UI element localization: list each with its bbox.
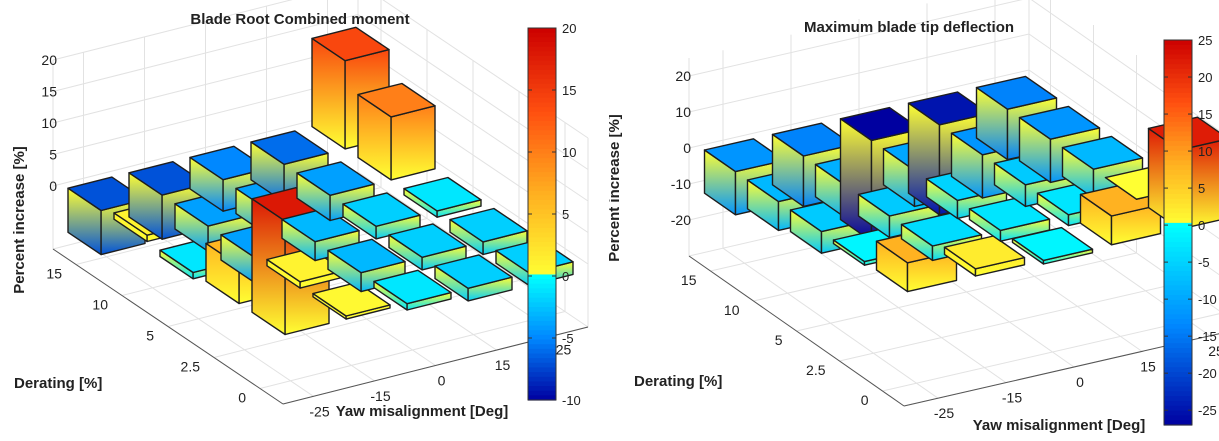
colorbar-tick-label: 5	[562, 207, 569, 222]
colorbar-tick-label: 0	[1198, 218, 1205, 233]
derating-axis-line	[52, 248, 284, 405]
z-tick-label: 20	[41, 52, 57, 68]
yaw-tick-label: 15	[1140, 358, 1156, 374]
colorbar-tick-label: -10	[1198, 292, 1217, 307]
bar-0-0	[373, 269, 452, 311]
derating-axis-line	[688, 255, 905, 407]
z-tick-label: -20	[671, 212, 691, 228]
yaw-tick-label: -25	[934, 405, 954, 421]
colorbar-tick-label: -10	[562, 393, 581, 408]
yaw-axis-label: Yaw misalignment [Deg]	[973, 417, 1146, 434]
colorbar-tick-label: 0	[562, 269, 569, 284]
bar-2.5-15	[388, 223, 467, 271]
colorbar-tick-label: 15	[1198, 107, 1212, 122]
yaw-tick-label: 25	[556, 342, 572, 358]
derating-tick-label: 10	[724, 302, 740, 318]
colorbar-tick-label: -5	[562, 331, 574, 346]
z-tick-label: -10	[671, 176, 691, 192]
chart-blade-tip-deflection: -25 -15 0 15 25 0 2.5 5 10 15 -20 -10 0 10 20 Maximum b…	[609, 0, 1219, 434]
z-tick-label: 20	[675, 68, 691, 84]
yaw-tick-label: -25	[309, 403, 329, 419]
z-tick-label: 0	[49, 178, 57, 194]
derating-tick-label: 15	[681, 272, 697, 288]
bar-5-25	[403, 176, 482, 218]
chart-title: Maximum blade tip deflection	[804, 19, 1014, 36]
yaw-axis-label: Yaw misalignment [Deg]	[336, 403, 509, 420]
derating-tick-label: 0	[861, 392, 869, 408]
chart-title: Blade Root Combined moment	[190, 11, 409, 28]
colorbar-tick-label: 25	[1198, 33, 1212, 48]
derating-tick-label: 2.5	[806, 362, 826, 378]
colorbar-tick-label: 5	[1198, 181, 1205, 196]
z-tick-label: 5	[49, 147, 57, 163]
yaw-tick-label: 0	[438, 373, 446, 389]
yaw-tick-label: -15	[370, 388, 390, 404]
derating-axis-label: Derating [%]	[14, 375, 102, 392]
derating-tick-label: 2.5	[181, 359, 201, 375]
bar-0-0	[1011, 226, 1094, 265]
z-tick-label: 0	[683, 140, 691, 156]
derating-tick-label: 15	[46, 266, 62, 282]
z-axis-label: Percent increase [%]	[609, 114, 623, 262]
colorbar-tick-label: -5	[1198, 255, 1210, 270]
derating-tick-label: 5	[775, 332, 783, 348]
bar-5-15	[342, 192, 421, 240]
colorbar-tick-label: 10	[562, 145, 576, 160]
colorbar: 20 15 10 5 0 -5 -10	[527, 21, 581, 408]
colorbar-tick-label: 20	[1198, 70, 1212, 85]
chart-blade-root-moment: -25 -15 0 15 25 0 2.5 5 10 15 0 5 10 15 20 Blade Root C…	[11, 0, 589, 420]
derating-tick-label: 5	[146, 328, 154, 344]
z-tick-label: 10	[675, 104, 691, 120]
colorbar-tick-label: 10	[1198, 144, 1212, 159]
bar-10-15	[296, 161, 375, 222]
colorbar-tick-label: 20	[562, 21, 576, 36]
bar-10-25	[357, 82, 436, 181]
colorbar: 25 20 15 10 5 0 -5 -10 -15 -20 -25	[1163, 33, 1217, 426]
colorbar-tick-label: -20	[1198, 366, 1217, 381]
colorbar-tick-label: -25	[1198, 403, 1217, 418]
colorbar-tick-label: -15	[1198, 329, 1217, 344]
yaw-tick-label: 25	[1208, 343, 1219, 359]
bar-0--15	[943, 235, 1026, 277]
bar-5-0	[281, 207, 360, 262]
derating-axis-label: Derating [%]	[634, 373, 722, 390]
bars	[67, 26, 574, 336]
colorbar-tick-label: 15	[562, 83, 576, 98]
yaw-tick-label: 0	[1076, 374, 1084, 390]
z-axis-label: Percent increase [%]	[11, 146, 28, 294]
yaw-tick-label: 15	[495, 357, 511, 373]
z-tick-label: 15	[41, 84, 57, 100]
bar-2.5-0	[327, 238, 406, 293]
yaw-tick-label: -15	[1002, 390, 1022, 406]
derating-tick-label: 10	[92, 297, 108, 313]
bars	[703, 75, 1219, 293]
z-tick-label: 10	[41, 115, 57, 131]
bar-0-15	[434, 254, 513, 302]
derating-tick-label: 0	[238, 390, 246, 406]
